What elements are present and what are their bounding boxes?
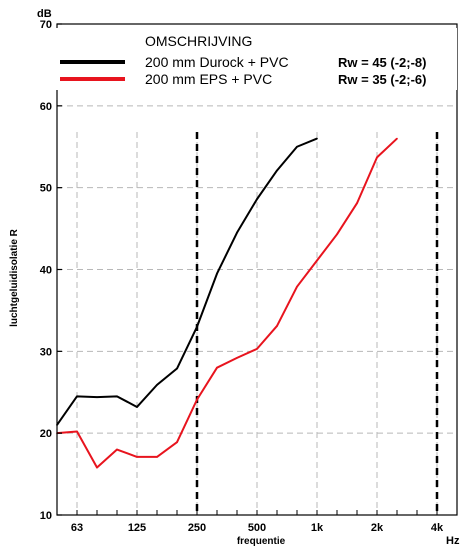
y-axis-title: luchtgeluidisolatie R (9, 228, 20, 327)
data-point-0-400 (236, 231, 238, 234)
series-line-1 (56, 137, 398, 469)
data-point-1-2500 (396, 137, 398, 140)
x-tick-label-250: 250 (188, 522, 206, 534)
data-point-1-630 (276, 325, 278, 327)
data-point-1-100 (116, 448, 118, 451)
x-tick-label-4k: 4k (431, 522, 444, 534)
y-tick-label-50: 50 (40, 183, 52, 195)
data-point-1-500 (256, 348, 258, 350)
legend-rw-durock: Rw = 45 (-2;-8) (338, 55, 427, 70)
x-tick-labels: 63 125 250 500 1k 2k 4k (71, 522, 444, 534)
legend-label-eps: 200 mm EPS + PVC (145, 71, 272, 87)
reference-markers (195, 132, 439, 515)
data-point-1-1250 (336, 233, 338, 236)
y-tick-label-60: 60 (40, 101, 52, 113)
data-point-0-315 (216, 272, 218, 275)
legend: OMSCHRIJVING 200 mm Durock + PVC Rw = 45… (52, 28, 457, 90)
x-unit-label: Hz (446, 535, 460, 547)
data-point-1-63 (76, 430, 78, 433)
data-point-1-315 (216, 366, 218, 369)
data-point-1-125 (136, 456, 138, 458)
x-tick-label-125: 125 (128, 522, 146, 534)
legend-title: OMSCHRIJVING (145, 33, 252, 49)
data-point-1-160 (156, 456, 158, 458)
data-point-1-250 (196, 398, 198, 401)
x-tick-label-63: 63 (71, 522, 83, 534)
data-point-0-630 (276, 169, 278, 172)
data-point-0-1000 (316, 137, 318, 140)
x-tick-label-500: 500 (248, 522, 266, 534)
grid-lines (57, 105, 457, 515)
data-point-1-1600 (356, 202, 358, 205)
data-point-0-800 (296, 145, 298, 148)
series-line-0 (56, 137, 318, 426)
series-lines (56, 137, 398, 469)
legend-label-durock: 200 mm Durock + PVC (145, 54, 289, 70)
x-tick-label-1k: 1k (311, 522, 324, 534)
plot-frame (56, 23, 458, 516)
y-unit-label: dB (37, 8, 52, 20)
data-point-1-1000 (316, 259, 318, 262)
y-tick-label-40: 40 (40, 265, 52, 277)
data-point-0-125 (136, 406, 138, 408)
y-tick-label-70: 70 (40, 19, 52, 31)
legend-rw-eps: Rw = 35 (-2;-6) (338, 72, 427, 87)
data-point-1-2000 (376, 156, 378, 159)
data-point-0-200 (176, 367, 178, 370)
data-point-1-80 (96, 466, 98, 469)
data-point-0-250 (196, 325, 198, 328)
data-point-0-63 (76, 395, 78, 398)
data-point-1-400 (236, 357, 238, 359)
data-point-0-80 (96, 396, 98, 398)
data-point-0-500 (256, 198, 258, 200)
data-point-1-800 (296, 285, 298, 288)
data-point-0-100 (116, 395, 118, 398)
y-tick-labels: 10 20 30 40 50 60 70 (40, 19, 52, 522)
y-tick-label-30: 30 (40, 346, 52, 358)
data-point-0-160 (156, 384, 158, 386)
y-tick-label-10: 10 (40, 510, 52, 522)
x-tick-label-2k: 2k (371, 522, 384, 534)
data-point-1-200 (176, 441, 178, 443)
y-tick-label-20: 20 (40, 428, 52, 440)
x-axis-title: frequentie (237, 536, 286, 547)
